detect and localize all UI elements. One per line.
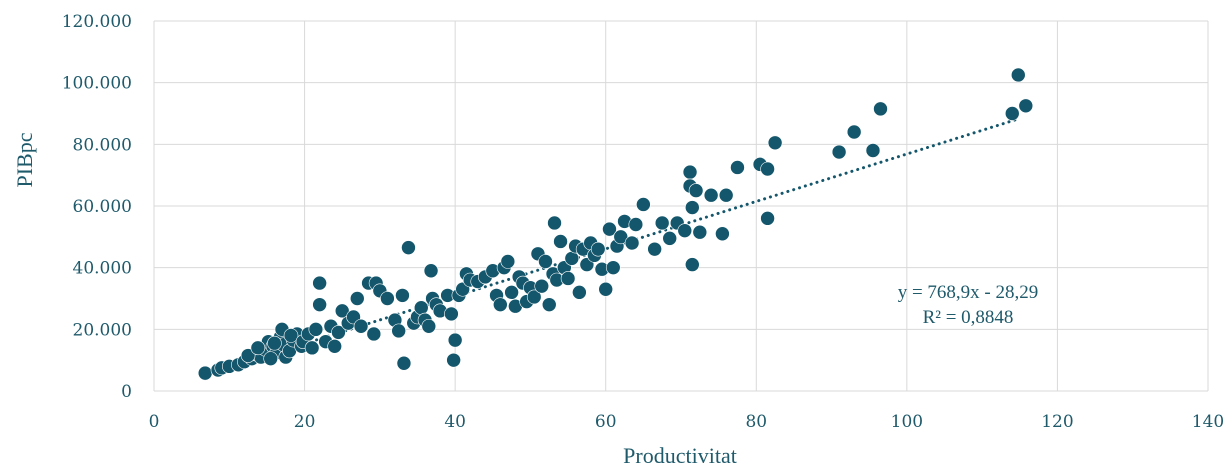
- data-point: [327, 338, 342, 354]
- data-point: [334, 303, 350, 319]
- data-point: [654, 215, 670, 231]
- data-point: [767, 135, 783, 151]
- data-point: [605, 260, 621, 275]
- data-point: [366, 326, 382, 342]
- data-point: [447, 332, 463, 348]
- data-point: [1018, 98, 1034, 114]
- data-point: [730, 160, 745, 175]
- data-point: [760, 161, 775, 177]
- data-point: [395, 288, 410, 303]
- x-tick-label: 0: [149, 412, 160, 432]
- data-point: [553, 234, 568, 249]
- data-point: [831, 144, 847, 160]
- data-point: [682, 164, 698, 180]
- trendline-r-squared: R² = 0,8848: [923, 307, 1014, 328]
- data-point: [413, 300, 429, 316]
- data-point: [396, 355, 412, 371]
- data-point: [446, 352, 461, 368]
- x-tick-label: 120: [1041, 412, 1073, 432]
- data-point: [526, 289, 542, 305]
- data-point: [1004, 106, 1020, 121]
- data-point: [250, 340, 266, 356]
- data-point: [331, 325, 346, 340]
- data-point: [349, 291, 365, 306]
- data-point: [541, 297, 557, 312]
- data-point: [718, 187, 734, 203]
- data-point: [572, 285, 587, 300]
- data-point: [1010, 67, 1026, 83]
- x-tick-label: 140: [1192, 412, 1224, 432]
- data-point: [423, 263, 439, 279]
- data-point: [624, 235, 640, 251]
- data-point: [500, 254, 516, 269]
- y-tick-label: 40.000: [73, 259, 132, 279]
- data-point: [684, 200, 700, 215]
- y-tick-label: 0: [121, 382, 132, 402]
- data-point: [636, 197, 651, 212]
- x-tick-label: 20: [294, 412, 316, 432]
- data-point: [538, 254, 553, 269]
- trendline-equation: y = 768,9x - 28,29: [898, 282, 1039, 303]
- data-point: [703, 187, 719, 203]
- x-tick-label: 60: [595, 412, 617, 432]
- data-point: [283, 328, 299, 343]
- data-point: [263, 351, 278, 366]
- data-point: [873, 101, 888, 117]
- data-point: [197, 365, 213, 381]
- data-point: [308, 322, 324, 337]
- data-point: [692, 224, 708, 240]
- y-tick-label: 100.000: [62, 74, 132, 94]
- x-tick-label: 40: [444, 412, 466, 432]
- x-axis-label: Productivitat: [623, 443, 737, 465]
- data-point: [304, 340, 320, 356]
- data-point: [560, 271, 576, 286]
- data-point: [391, 323, 406, 339]
- y-axis-label: PIBpc: [12, 132, 37, 187]
- data-point: [715, 226, 730, 242]
- data-point: [684, 257, 700, 272]
- data-point: [312, 275, 327, 291]
- tick-labels: 0 20 40 60 80 100 120 140 0 20.000 40.000 60.000 80.…: [62, 12, 1225, 432]
- data-point: [602, 221, 617, 237]
- y-tick-label: 120.000: [62, 12, 132, 32]
- data-point: [598, 281, 614, 297]
- y-tick-label: 60.000: [73, 197, 132, 217]
- data-point: [564, 251, 580, 266]
- data-point: [504, 285, 519, 300]
- data-point: [865, 143, 881, 158]
- data-point: [267, 335, 282, 351]
- data-point: [677, 223, 693, 238]
- data-points: [197, 67, 1034, 381]
- x-tick-label: 100: [891, 412, 923, 432]
- data-point: [760, 211, 775, 226]
- data-point: [846, 124, 862, 140]
- data-point: [613, 229, 629, 245]
- data-point: [590, 241, 606, 257]
- data-point: [401, 240, 416, 255]
- x-tick-label: 80: [745, 412, 767, 432]
- gridlines: [153, 20, 1209, 392]
- y-tick-label: 80.000: [73, 135, 132, 155]
- data-point: [534, 278, 550, 294]
- data-point: [493, 297, 508, 312]
- data-point: [421, 318, 437, 334]
- data-point: [647, 241, 662, 257]
- data-point: [688, 183, 704, 198]
- data-point: [547, 215, 562, 231]
- data-point: [353, 318, 369, 334]
- data-point: [444, 306, 459, 322]
- data-point: [380, 291, 395, 306]
- data-point: [312, 297, 327, 312]
- y-tick-label: 20.000: [73, 320, 132, 340]
- data-point: [240, 348, 256, 363]
- data-point: [662, 231, 678, 246]
- data-point: [628, 217, 644, 232]
